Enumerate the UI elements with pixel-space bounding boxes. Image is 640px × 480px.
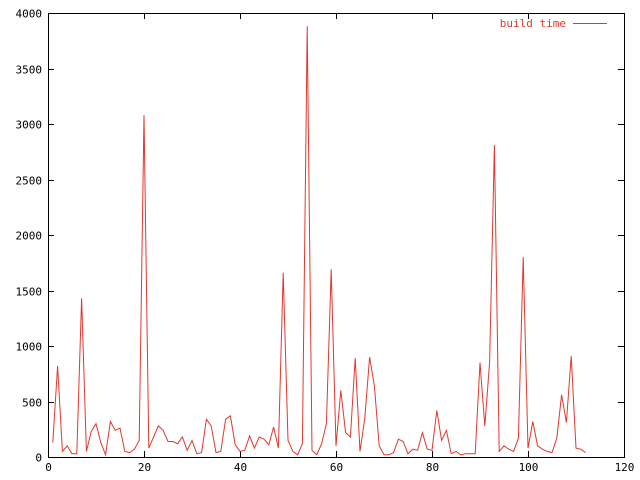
axis-ticks xyxy=(48,13,625,458)
x-tick-label: 40 xyxy=(234,461,247,474)
x-tick-label: 20 xyxy=(138,461,151,474)
y-tick-label: 1000 xyxy=(16,341,43,354)
y-tick-label: 3000 xyxy=(16,119,43,132)
x-tick-label: 60 xyxy=(330,461,343,474)
y-tick-label: 4000 xyxy=(16,8,43,21)
x-tick-label: 80 xyxy=(426,461,439,474)
y-tick-label: 2500 xyxy=(16,175,43,188)
legend: build time xyxy=(500,17,607,30)
series-line-build-time xyxy=(52,26,586,457)
x-tick-label: 100 xyxy=(519,461,539,474)
x-tick-label: 0 xyxy=(45,461,52,474)
y-tick-label: 1500 xyxy=(16,286,43,299)
y-tick-label: 3500 xyxy=(16,64,43,77)
axis-tick-labels: 0 500 1000 1500 2000 2500 3000 3500 4000 0 20 40 60 8… xyxy=(16,8,635,475)
legend-label-build-time: build time xyxy=(500,17,566,30)
y-tick-label: 500 xyxy=(22,397,42,410)
x-tick-label: 120 xyxy=(615,461,635,474)
y-tick-label: 2000 xyxy=(16,230,43,243)
y-tick-label: 0 xyxy=(35,452,42,465)
plot-frame xyxy=(48,13,625,458)
